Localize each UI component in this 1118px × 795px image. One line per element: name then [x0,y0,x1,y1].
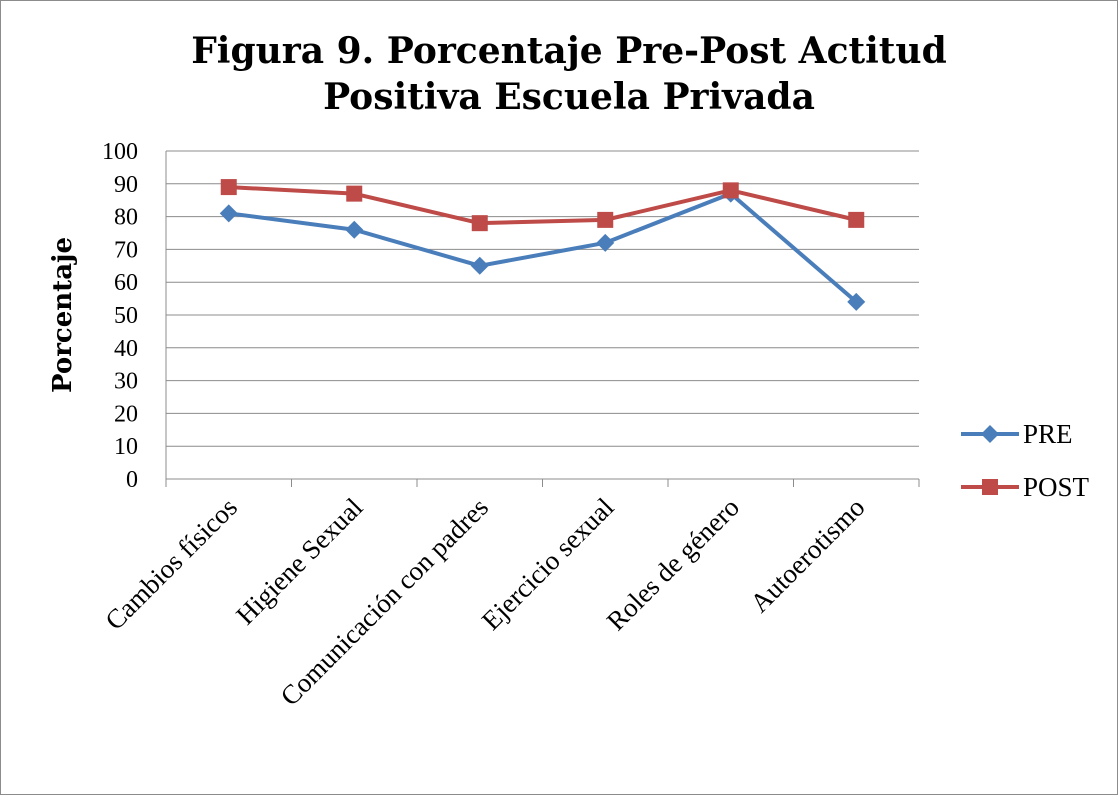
chart-title-line-1: Figura 9. Porcentaje Pre-Post Actitud [191,30,947,72]
y-tick-label: 20 [114,401,138,427]
y-tick-label: 30 [114,369,138,395]
y-tick-label: 70 [114,237,138,263]
data-point-post [597,211,614,228]
data-point-pre [219,204,238,223]
data-point-post [848,211,865,228]
y-tick-label: 0 [126,467,138,493]
chart-title-line-2: Positiva Escuela Privada [323,76,815,118]
x-category-label: Autoerotismo [744,492,870,618]
y-axis-label: Porcentaje [48,237,78,393]
data-point-pre [596,233,615,252]
legend-item-pre: PRE [961,419,1073,449]
series-line-pre [228,191,858,304]
data-point-pre [847,292,866,311]
series-line-post [228,185,857,226]
legend-label-post: POST [1023,472,1090,502]
data-point-post [722,182,739,199]
x-category-label: Roles de género [601,492,745,636]
data-point-post [220,179,237,196]
data-point-post [346,185,363,202]
y-tick-label: 100 [102,139,138,165]
series-pre [219,184,866,311]
series-lines [219,179,866,311]
legend-marker-post [982,479,998,495]
x-category-label: Cambios físicos [99,492,243,636]
y-tick-label: 80 [114,205,138,231]
x-category-label: Ejercicio sexual [476,492,620,636]
data-point-post [471,215,488,232]
x-category-label: Higiene Sexual [230,492,368,630]
series-post [220,179,865,232]
legend-label-pre: PRE [1023,419,1073,449]
gridlines [165,150,920,487]
x-category-label: Comunicación con padres [274,492,494,712]
data-point-pre [345,220,364,239]
legend-marker-pre [981,425,999,443]
y-axis-ticks: 0 10 20 30 40 50 60 70 80 90 100 [102,139,138,493]
y-tick-label: 40 [114,336,138,362]
y-tick-label: 50 [114,303,138,329]
data-point-pre [470,256,489,275]
legend: PRE POST [961,419,1090,502]
y-tick-label: 90 [114,172,138,198]
y-tick-label: 10 [114,434,138,460]
legend-item-post: POST [961,472,1090,502]
y-tick-label: 60 [114,270,138,296]
